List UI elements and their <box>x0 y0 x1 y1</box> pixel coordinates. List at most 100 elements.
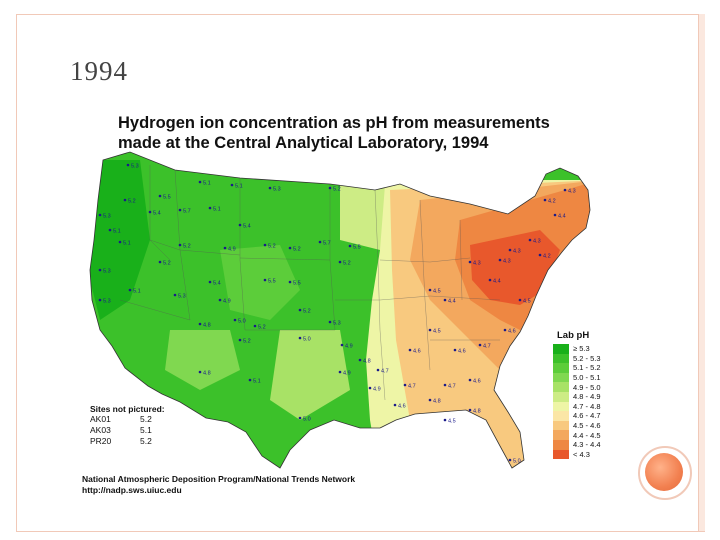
decorative-orb-inner <box>645 453 683 491</box>
station-label: 4.9 <box>343 371 351 377</box>
legend-swatch <box>553 411 569 421</box>
ph-zone-southwest <box>165 330 240 390</box>
site-id: AK01 <box>90 414 111 424</box>
station-label: 5.2 <box>268 244 276 250</box>
station-dot <box>428 398 432 402</box>
station-label: 4.3 <box>473 261 481 267</box>
station-label: 4.8 <box>433 399 441 405</box>
station-dot <box>478 343 482 347</box>
station-dot <box>263 278 267 282</box>
footer-url: http://nadp.sws.uiuc.edu <box>82 485 182 495</box>
legend-swatch <box>553 420 569 431</box>
station-dot <box>453 348 457 352</box>
station-dot <box>503 328 507 332</box>
station-label: 5.1 <box>253 379 261 385</box>
legend-item: 4.4 - 4.5 <box>553 430 663 440</box>
station-label: 5.3 <box>103 299 111 305</box>
station-dot <box>338 370 342 374</box>
ph-zone-upper-midwest <box>340 180 385 250</box>
station-label: 5.1 <box>123 241 131 247</box>
slide-frame-band <box>698 14 705 531</box>
station-dot <box>148 210 152 214</box>
station-dot <box>328 186 332 190</box>
station-label: 5.5 <box>163 195 171 201</box>
station-label: 4.3 <box>568 189 576 195</box>
station-dot <box>498 258 502 262</box>
station-dot <box>233 318 237 322</box>
station-dot <box>123 198 127 202</box>
footer-source: National Atmospheric Deposition Program/… <box>82 474 356 484</box>
us-outline <box>89 151 591 469</box>
station-dot <box>358 358 362 362</box>
site-value: 5.1 <box>140 425 152 435</box>
map-title-line1: Hydrogen ion concentration as pH from me… <box>118 114 550 132</box>
station-label: 5.2 <box>343 261 351 267</box>
station-label: 5.2 <box>258 325 266 331</box>
legend-label: 4.7 - 4.8 <box>573 401 601 411</box>
legend-label: 5.0 - 5.1 <box>573 373 601 383</box>
station-dot <box>158 194 162 198</box>
legend-swatch <box>553 363 569 373</box>
station-label: 5.2 <box>293 247 301 253</box>
station-dot <box>223 246 227 250</box>
station-label: 5.0 <box>238 319 246 325</box>
station-label: 4.6 <box>473 379 481 385</box>
station-label: 5.4 <box>243 224 251 230</box>
legend-item: < 4.3 <box>553 449 663 460</box>
station-dot <box>298 336 302 340</box>
station-dot <box>428 328 432 332</box>
station-dot <box>198 180 202 184</box>
legend-title: Lab pH <box>557 330 590 341</box>
station-label: 4.6 <box>413 349 421 355</box>
station-dot <box>468 408 472 412</box>
station-label: 5.5 <box>293 281 301 287</box>
station-label: 4.6 <box>458 349 466 355</box>
station-dot <box>508 458 512 462</box>
site-row: AK01 5.2 <box>90 414 165 425</box>
station-dot <box>443 383 447 387</box>
legend-rows: ≥ 5.3 5.2 - 5.3 5.1 - 5.2 5.0 - 5.1 4.9 - 5.… <box>553 344 663 460</box>
station-dot <box>368 386 372 390</box>
legend-label: 4.6 - 4.7 <box>573 411 601 421</box>
station-dot <box>268 186 272 190</box>
station-dot <box>198 370 202 374</box>
map-title: Hydrogen ion concentration as pH from me… <box>118 113 588 153</box>
station-dot <box>178 243 182 247</box>
station-dot <box>128 288 132 292</box>
site-id: PR20 <box>90 436 112 446</box>
legend-swatch <box>553 401 569 412</box>
site-value: 5.2 <box>140 436 152 446</box>
station-label: 4.9 <box>373 387 381 393</box>
station-label: 4.4 <box>493 279 501 285</box>
station-label: 4.2 <box>543 254 551 260</box>
station-dot <box>553 213 557 217</box>
legend-item: 4.6 - 4.7 <box>553 411 663 421</box>
ph-zone-pacific-high <box>90 160 150 320</box>
station-dot <box>488 278 492 282</box>
station-dot <box>126 163 130 167</box>
station-label: 5.1 <box>113 229 121 235</box>
station-dot <box>173 293 177 297</box>
station-dot <box>263 243 267 247</box>
station-label: 5.4 <box>213 281 221 287</box>
station-dot <box>178 208 182 212</box>
legend-item: 5.0 - 5.1 <box>553 372 663 383</box>
station-label: 5.1 <box>235 184 243 190</box>
station-dot <box>518 298 522 302</box>
slide-title: 1994 <box>70 56 128 86</box>
station-label: 5.0 <box>303 417 311 423</box>
legend-label: 5.2 - 5.3 <box>573 353 601 363</box>
station-label: 5.2 <box>183 244 191 250</box>
station-label: 4.7 <box>483 344 491 350</box>
legend-label: 4.4 - 4.5 <box>573 430 601 440</box>
station-label: 5.7 <box>323 241 331 247</box>
site-rows: AK01 5.2 AK03 5.1 PR20 5.2 <box>90 414 165 447</box>
station-label: 4.3 <box>513 249 521 255</box>
legend-swatch <box>553 372 569 383</box>
ph-zone-texas <box>270 330 350 420</box>
station-label: 4.3 <box>533 239 541 245</box>
station-dot <box>238 338 242 342</box>
station-label: 4.4 <box>448 299 456 305</box>
legend-label: ≥ 5.3 <box>573 344 590 354</box>
station-dot <box>428 288 432 292</box>
